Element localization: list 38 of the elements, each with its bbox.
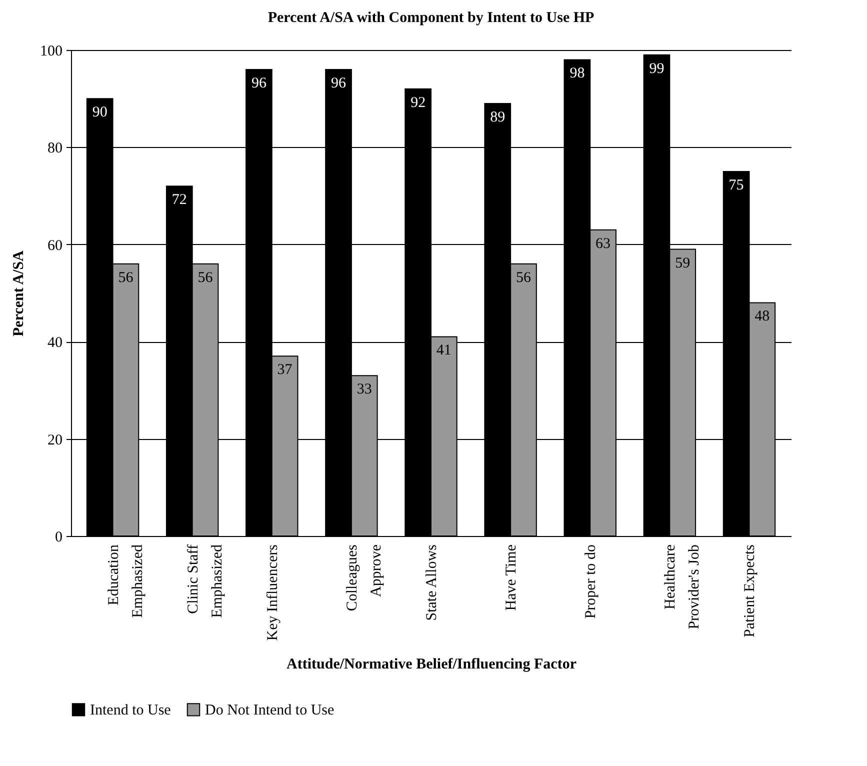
x-tick-label: Clinic Staff Emphasized [185, 544, 226, 618]
y-tick-label: 60 [48, 238, 62, 254]
data-label: 90 [92, 104, 108, 121]
x-tick-label: Key Influencers [264, 544, 281, 641]
x-tick-label: Have Time [504, 544, 520, 611]
y-tick-label: 80 [48, 140, 62, 157]
data-label: 41 [436, 342, 452, 359]
y-tick-label: 0 [55, 530, 62, 546]
data-label: 63 [596, 236, 611, 252]
data-label: 96 [331, 75, 347, 92]
data-label: 56 [118, 270, 134, 286]
x-axis-title: Attitude/Normative Belief/Influencing Factor [286, 656, 577, 673]
x-tick-label: Healthcare Provider's Job [662, 544, 703, 630]
x-tick-label: State Allows [424, 544, 440, 621]
x-tick-label: Colleagues Approve [344, 544, 384, 612]
x-tick-label: Education Emphasized [106, 544, 146, 618]
data-label: 48 [754, 308, 770, 325]
legend-label: Do Not Intend to Use [205, 702, 334, 719]
x-tick-label: Patient Expects [742, 544, 758, 638]
data-label: 99 [649, 60, 664, 77]
data-label: 92 [410, 94, 426, 111]
legend-label: Intend to Use [90, 702, 172, 719]
data-label: 37 [277, 362, 293, 378]
data-label: 56 [198, 270, 214, 286]
y-tick-label: 40 [48, 335, 62, 352]
data-label: 59 [675, 255, 690, 272]
y-tick-label: 20 [48, 432, 62, 448]
data-label: 75 [728, 178, 744, 194]
x-tick-label: Proper to do [583, 544, 600, 619]
data-label: 56 [516, 270, 532, 286]
y-axis-title: Percent A/SA [11, 250, 27, 336]
data-label: 33 [356, 382, 372, 398]
data-label: 96 [251, 75, 267, 92]
y-tick-label: 100 [40, 44, 62, 60]
data-label: 72 [172, 192, 187, 208]
data-label: 98 [570, 66, 585, 82]
chart-title: Percent A/SA with Component by Intent to Use HP [268, 10, 594, 26]
data-label: 89 [490, 109, 506, 126]
